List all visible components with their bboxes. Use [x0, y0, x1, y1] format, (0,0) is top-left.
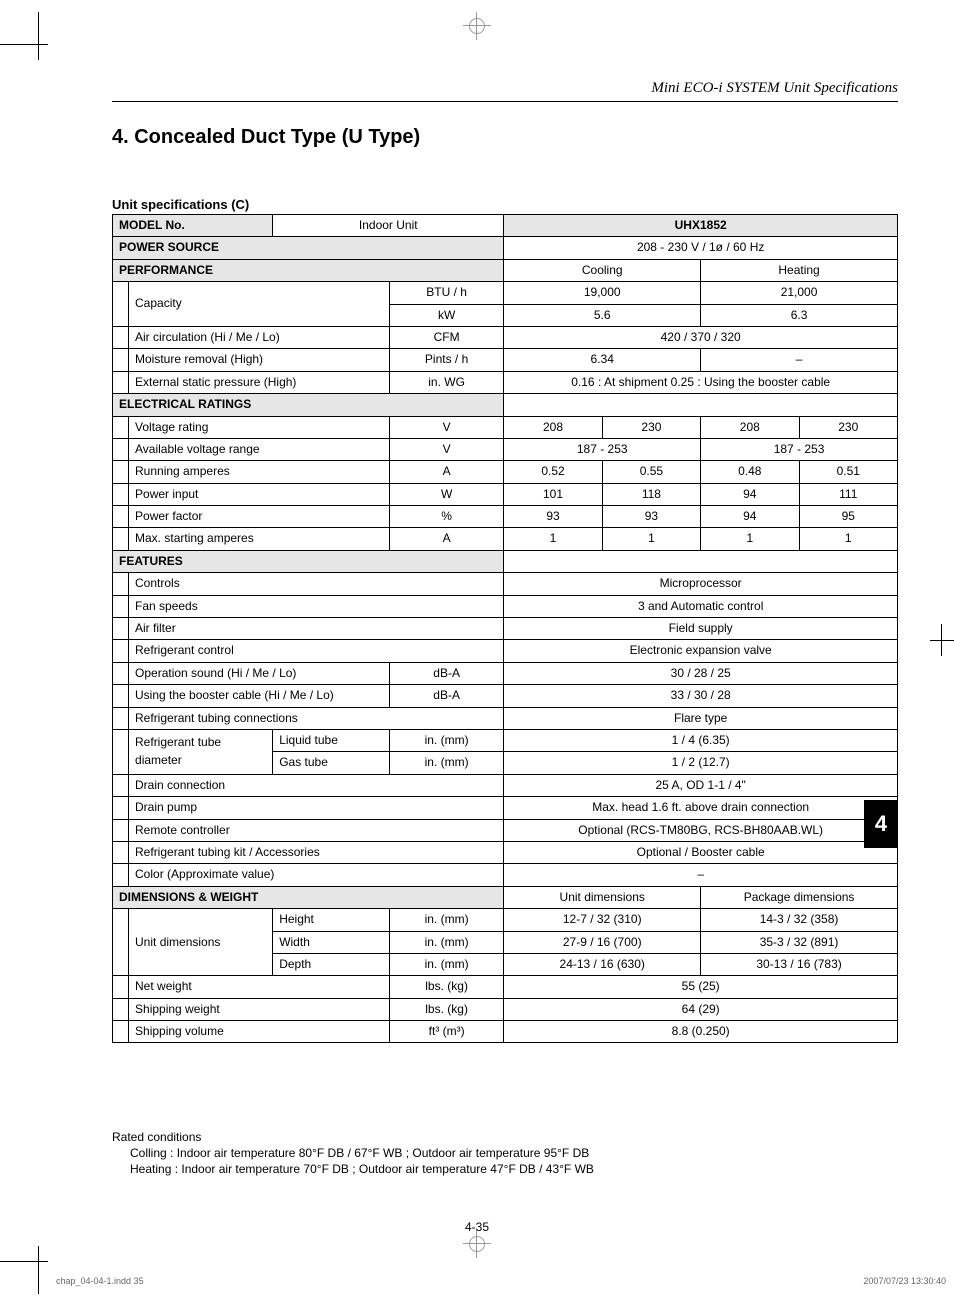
unit-v: V: [389, 416, 503, 438]
avr-label: Available voltage range: [129, 438, 390, 460]
electrical-label: ELECTRICAL RATINGS: [113, 394, 504, 416]
table-row: Air circulation (Hi / Me / Lo) CFM 420 /…: [113, 326, 898, 348]
crop-mark: [914, 620, 954, 660]
heating-header: Heating: [701, 259, 898, 281]
dimensions-label: DIMENSIONS & WEIGHT: [113, 886, 504, 908]
capacity-label: Capacity: [129, 282, 390, 327]
running-header: Mini ECO-i SYSTEM Unit Specifications: [112, 80, 898, 97]
table-row: Available voltage range V 187 - 253 187 …: [113, 438, 898, 460]
performance-label: PERFORMANCE: [113, 259, 504, 281]
unit-btu: BTU / h: [389, 282, 503, 304]
table-row: Voltage rating V 208 230 208 230: [113, 416, 898, 438]
crop-mark: [0, 26, 40, 66]
header-rule: [112, 101, 898, 102]
table-row: MODEL No. Indoor Unit UHX1852: [113, 215, 898, 237]
section-title: 4. Concealed Duct Type (U Type): [112, 126, 898, 149]
footer-date: 2007/07/23 13:30:40: [863, 1276, 946, 1286]
table-row: ELECTRICAL RATINGS: [113, 394, 898, 416]
btu-heating: 21,000: [701, 282, 898, 304]
power-input-label: Power input: [129, 483, 390, 505]
power-source-label: POWER SOURCE: [113, 237, 504, 259]
page: Mini ECO-i SYSTEM Unit Specifications 4.…: [0, 0, 954, 1306]
moisture-label: Moisture removal (High): [129, 349, 390, 371]
footer-meta: chap_04-04-1.indd 35 2007/07/23 13:30:40: [56, 1276, 946, 1286]
msa-label: Max. starting amperes: [129, 528, 390, 550]
esp-label: External static pressure (High): [129, 371, 390, 393]
table-row: Max. starting amperes A 1 1 1 1: [113, 528, 898, 550]
running-amperes-label: Running amperes: [129, 461, 390, 483]
table-row: FEATURES: [113, 550, 898, 572]
kw-heating: 6.3: [701, 304, 898, 326]
moisture-cooling: 6.34: [504, 349, 701, 371]
btu-cooling: 19,000: [504, 282, 701, 304]
cooling-header: Cooling: [504, 259, 701, 281]
spec-table: MODEL No. Indoor Unit UHX1852 POWER SOUR…: [112, 214, 898, 1043]
kw-cooling: 5.6: [504, 304, 701, 326]
table-row: External static pressure (High) in. WG 0…: [113, 371, 898, 393]
features-label: FEATURES: [113, 550, 504, 572]
air-circulation-label: Air circulation (Hi / Me / Lo): [129, 326, 390, 348]
footer-file: chap_04-04-1.indd 35: [56, 1276, 144, 1286]
subsection-title: Unit specifications (C): [112, 197, 898, 212]
table-row: Capacity BTU / h 19,000 21,000: [113, 282, 898, 304]
chapter-tab: 4: [864, 800, 898, 848]
rated-cooling: Colling : Indoor air temperature 80°F DB…: [130, 1146, 594, 1160]
table-row: Power input W 101 118 94 111: [113, 483, 898, 505]
unit-cfm: CFM: [389, 326, 503, 348]
table-row: Power factor % 93 93 94 95: [113, 506, 898, 528]
table-row: DIMENSIONS & WEIGHT Unit dimensions Pack…: [113, 886, 898, 908]
rated-heating: Heating : Indoor air temperature 70°F DB…: [130, 1162, 594, 1176]
unit-kw: kW: [389, 304, 503, 326]
table-row: Running amperes A 0.52 0.55 0.48 0.51: [113, 461, 898, 483]
table-row: Moisture removal (High) Pints / h 6.34 –: [113, 349, 898, 371]
model-value: UHX1852: [504, 215, 898, 237]
crop-mark: [0, 1240, 40, 1280]
moisture-heating: –: [701, 349, 898, 371]
table-row: PERFORMANCE Cooling Heating: [113, 259, 898, 281]
esp-value: 0.16 : At shipment 0.25 : Using the boos…: [504, 371, 898, 393]
model-no-label: MODEL No.: [113, 215, 273, 237]
table-row: POWER SOURCE 208 - 230 V / 1ø / 60 Hz: [113, 237, 898, 259]
registration-mark: [463, 12, 491, 40]
unit-inwg: in. WG: [389, 371, 503, 393]
power-factor-label: Power factor: [129, 506, 390, 528]
registration-mark: [463, 1230, 491, 1258]
unit-pints: Pints / h: [389, 349, 503, 371]
indoor-unit-label: Indoor Unit: [273, 215, 504, 237]
air-circulation-value: 420 / 370 / 320: [504, 326, 898, 348]
rated-conditions: Rated conditions Colling : Indoor air te…: [112, 1128, 594, 1178]
page-number: 4-35: [465, 1220, 489, 1234]
rated-head: Rated conditions: [112, 1130, 594, 1144]
voltage-rating-label: Voltage rating: [129, 416, 390, 438]
power-source-value: 208 - 230 V / 1ø / 60 Hz: [504, 237, 898, 259]
